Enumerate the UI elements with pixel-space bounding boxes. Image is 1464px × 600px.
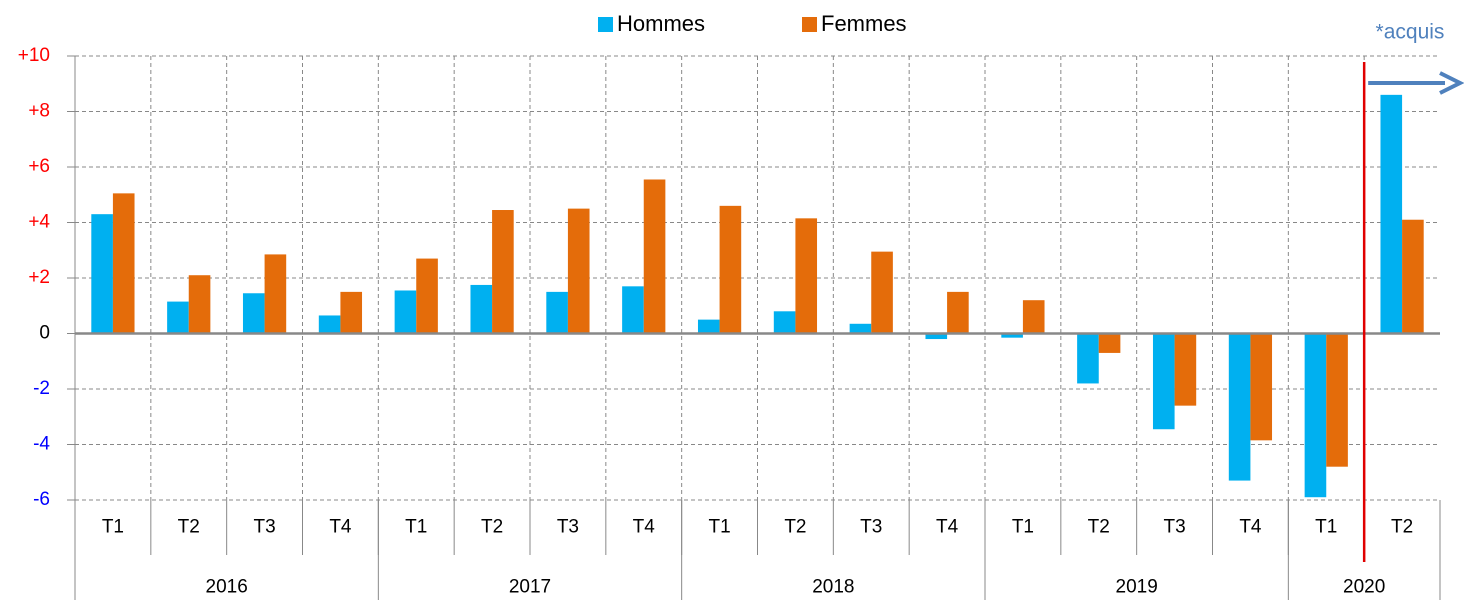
bar — [1022, 300, 1045, 334]
bar — [188, 275, 211, 334]
x-tick-label: T1 — [1315, 517, 1337, 538]
bar — [416, 258, 438, 334]
x-tick-label: T3 — [253, 517, 275, 538]
bar — [340, 291, 363, 334]
bar — [849, 323, 872, 334]
legend-swatch — [598, 17, 613, 32]
bar — [1174, 333, 1197, 406]
group-label: 2019 — [1116, 577, 1158, 598]
x-tick-label: T2 — [1088, 517, 1110, 538]
bar — [719, 205, 742, 334]
legend-swatch — [802, 17, 817, 32]
group-label: 2017 — [509, 577, 551, 598]
x-tick-label: T2 — [178, 517, 200, 538]
x-tick-label: T2 — [1391, 517, 1413, 538]
x-tick-label: T3 — [1163, 517, 1185, 538]
x-tick-label: T3 — [557, 517, 579, 538]
bar — [567, 208, 590, 334]
x-tick-label: T2 — [481, 517, 503, 538]
y-tick-label: +2 — [28, 267, 50, 288]
bar — [242, 293, 265, 334]
y-tick-label: +6 — [28, 156, 50, 177]
x-tick-label: T1 — [405, 517, 427, 538]
bar — [947, 291, 969, 334]
x-tick-label: T4 — [633, 517, 656, 538]
bar — [1326, 333, 1348, 467]
y-tick-label: -2 — [33, 378, 50, 399]
bar — [1001, 333, 1023, 338]
bar — [925, 333, 948, 340]
bar — [622, 286, 644, 334]
x-tick-label: T3 — [860, 517, 882, 538]
y-tick-label: +4 — [28, 212, 50, 233]
bar — [167, 301, 189, 334]
bar — [1402, 219, 1424, 334]
x-tick-label: T2 — [784, 517, 806, 538]
bar — [264, 254, 287, 334]
legend-label: Femmes — [821, 11, 907, 36]
y-tick-label: +10 — [18, 45, 50, 66]
bar — [470, 284, 493, 334]
bar — [1152, 333, 1175, 430]
x-tick-label: T1 — [708, 517, 730, 538]
y-tick-label: 0 — [39, 323, 50, 344]
bar — [643, 179, 666, 334]
bar — [1250, 333, 1273, 441]
bar — [546, 291, 568, 334]
bar — [871, 251, 893, 334]
x-tick-label: T1 — [102, 517, 124, 538]
bar — [1304, 333, 1327, 498]
group-label: 2018 — [812, 577, 854, 598]
bar — [1380, 94, 1403, 334]
bar — [91, 214, 113, 334]
group-label: 2020 — [1343, 577, 1385, 598]
arrow-head — [1439, 71, 1464, 95]
bar — [795, 218, 818, 334]
x-tick-label: T4 — [329, 517, 352, 538]
bar — [697, 319, 720, 334]
y-tick-label: -4 — [33, 434, 50, 455]
annotation: *acquis — [1376, 21, 1445, 44]
bar — [394, 290, 417, 334]
bar — [112, 193, 135, 334]
x-tick-label: T4 — [1239, 517, 1262, 538]
bar — [1228, 333, 1251, 481]
bar — [773, 311, 796, 334]
bar — [1077, 333, 1099, 384]
group-label: 2016 — [206, 577, 248, 598]
y-tick-label: -6 — [33, 489, 50, 510]
bar — [1098, 333, 1121, 353]
x-tick-label: T4 — [936, 517, 959, 538]
x-tick-label: T1 — [1012, 517, 1034, 538]
bar — [492, 210, 514, 334]
legend-label: Hommes — [617, 11, 705, 36]
bar — [318, 315, 341, 334]
y-tick-label: +8 — [28, 101, 50, 122]
